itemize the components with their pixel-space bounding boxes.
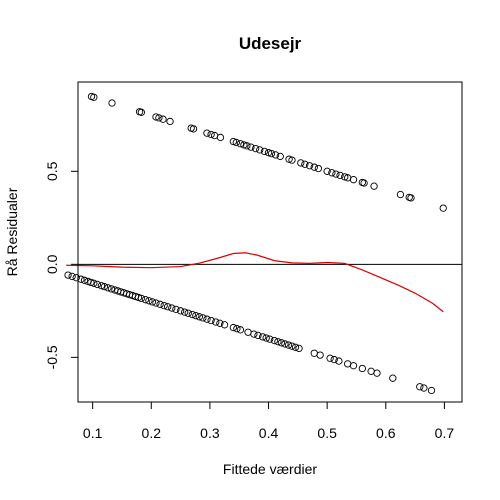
y-axis-label: Rå Residualer xyxy=(4,187,20,276)
y-tick-label: 0.5 xyxy=(44,161,60,181)
x-tick-label: 0.5 xyxy=(317,425,337,441)
x-tick-label: 0.4 xyxy=(259,425,279,441)
x-tick-label: 0.6 xyxy=(376,425,396,441)
x-tick-label: 0.1 xyxy=(83,425,103,441)
y-tick-label: 0.0 xyxy=(44,254,60,274)
x-axis-label: Fittede værdier xyxy=(223,461,317,477)
x-tick-label: 0.7 xyxy=(435,425,455,441)
x-tick-label: 0.2 xyxy=(142,425,162,441)
x-tick-label: 0.3 xyxy=(200,425,220,441)
y-tick-label: -0.5 xyxy=(44,345,60,369)
chart-title: Udesejr xyxy=(239,34,302,53)
